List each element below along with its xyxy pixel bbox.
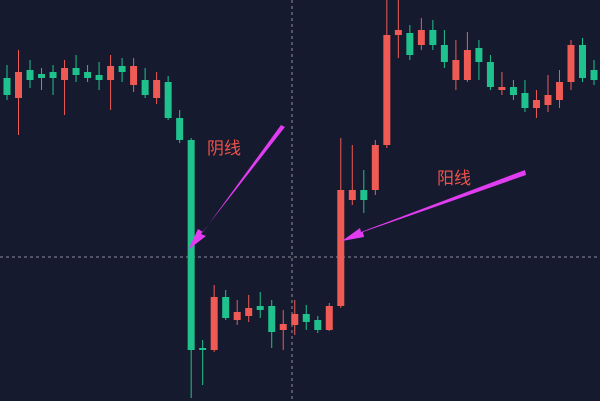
candle-body: [130, 66, 138, 85]
candle-body: [118, 66, 126, 72]
candle-body: [210, 297, 218, 350]
candle-body: [291, 314, 299, 325]
candle-body: [38, 74, 46, 78]
candle-body: [429, 30, 437, 45]
candle-body: [486, 62, 494, 87]
candle-body: [348, 190, 356, 200]
candle-body: [72, 68, 80, 75]
candle-body: [49, 72, 57, 78]
candle-body: [15, 72, 23, 98]
candle-body: [3, 78, 11, 95]
candle-body: [360, 190, 368, 200]
candle-body: [268, 306, 276, 332]
candle-body: [544, 95, 552, 105]
candle-body: [555, 82, 563, 100]
candle-body: [199, 348, 207, 350]
candle-body: [590, 70, 598, 80]
candle-body: [141, 80, 149, 95]
candle-body: [417, 30, 425, 45]
candle-body: [509, 87, 517, 95]
candle-body: [61, 68, 69, 80]
candle-body: [325, 306, 333, 330]
candle-body: [164, 82, 172, 118]
candle-body: [153, 80, 161, 98]
candle-body: [521, 93, 529, 108]
candle-body: [452, 60, 460, 80]
candle-body: [233, 312, 241, 320]
candle-body: [371, 145, 379, 190]
candle-body: [95, 75, 103, 80]
candle-body: [532, 100, 540, 108]
candle-body: [463, 50, 471, 80]
candle-body: [383, 35, 391, 145]
candle-body: [107, 66, 115, 80]
candle-body: [84, 72, 92, 78]
candle-body: [337, 190, 345, 306]
annotation: 阳线: [437, 169, 471, 189]
candle-body: [475, 48, 483, 62]
candle-body: [302, 314, 310, 322]
candle-body: [498, 87, 506, 90]
arrow: [188, 125, 285, 250]
candle-body: [256, 306, 264, 310]
annotation: 阴线: [207, 139, 241, 159]
candle-body: [394, 30, 402, 35]
candle-body: [245, 308, 253, 316]
candle-body: [314, 320, 322, 330]
candle-body: [406, 33, 414, 55]
candle-body: [567, 45, 575, 82]
candle-body: [26, 70, 34, 80]
candle-body: [440, 45, 448, 62]
candle-body: [279, 324, 287, 330]
arrow: [342, 170, 526, 241]
candle-body: [579, 45, 586, 78]
candle-body: [176, 118, 184, 140]
candle-body: [222, 297, 230, 318]
